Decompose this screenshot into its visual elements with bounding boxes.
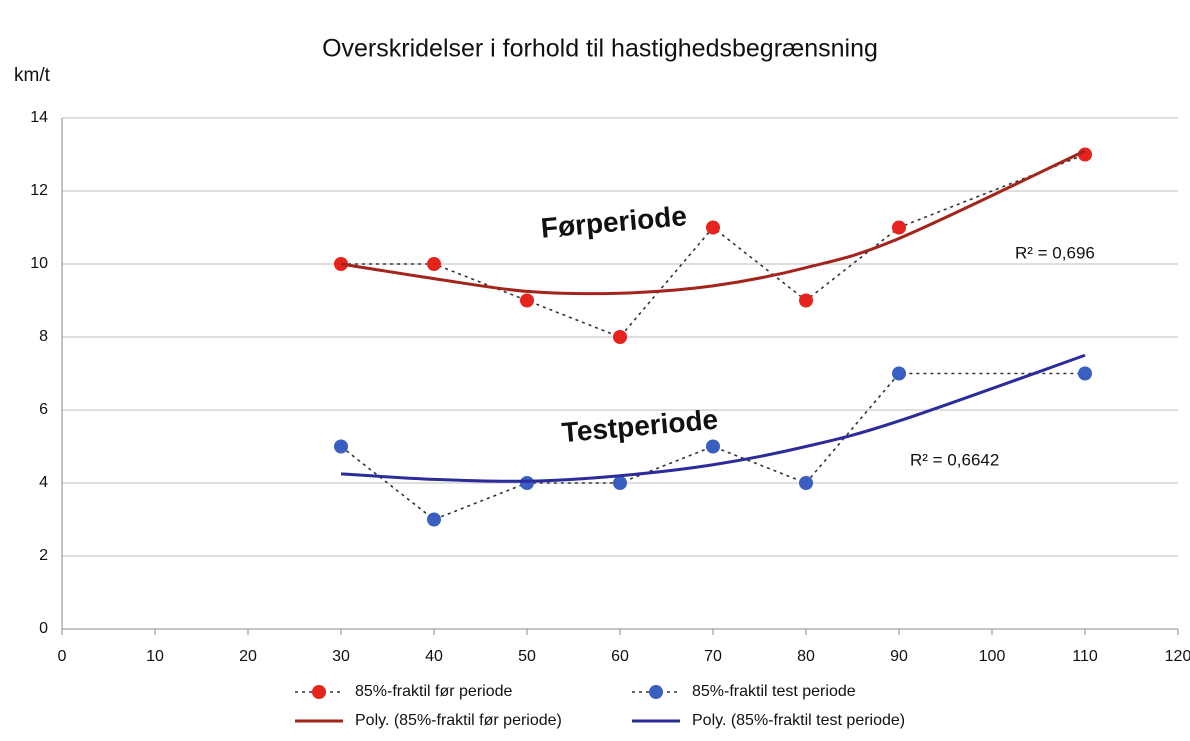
x-tick-label: 70 <box>704 648 722 665</box>
point <box>613 476 627 490</box>
x-tick-label: 0 <box>58 648 67 665</box>
y-tick-label: 2 <box>39 547 48 564</box>
point <box>706 220 720 235</box>
y-tick-label: 8 <box>39 328 48 345</box>
connector-line <box>341 153 1086 338</box>
y-tick-label: 10 <box>30 255 48 272</box>
x-tick-label: 50 <box>518 648 536 665</box>
legend-label: 85%-fraktil test periode <box>692 683 856 700</box>
x-tick-label: 30 <box>332 648 350 665</box>
point <box>613 330 627 344</box>
legend-marker <box>649 685 663 699</box>
trend-line <box>340 149 1086 296</box>
x-tick-label: 110 <box>1072 648 1098 665</box>
y-tick-label: 14 <box>30 109 48 126</box>
x-tick-label: 40 <box>425 648 443 665</box>
point <box>427 257 441 271</box>
x-tick-label: 60 <box>611 648 629 665</box>
y-tick-label: 6 <box>39 401 48 418</box>
legend-label: Poly. (85%-fraktil test periode) <box>692 712 905 729</box>
legend-label: Poly. (85%-fraktil før periode) <box>355 712 562 729</box>
point <box>1078 366 1092 381</box>
point <box>892 220 906 235</box>
legend-label: 85%-fraktil før periode <box>355 683 512 700</box>
x-tick-label: 10 <box>146 648 164 665</box>
y-tick-label: 4 <box>39 474 48 491</box>
y-tick-label: 12 <box>30 182 48 199</box>
y-axis-label: km/t <box>14 65 51 86</box>
chart-title: Overskridelser i forhold til hastighedsb… <box>322 35 878 63</box>
annotation: R² = 0,6642 <box>910 450 999 469</box>
point <box>706 439 720 454</box>
trend-line <box>340 353 1086 483</box>
x-tick-label: 80 <box>797 648 815 665</box>
annotation: R² = 0,696 <box>1015 243 1095 262</box>
point <box>799 293 813 308</box>
connector-line <box>340 372 1085 521</box>
x-tick-label: 90 <box>890 648 908 665</box>
x-tick-label: 120 <box>1165 648 1190 665</box>
y-tick-label: 0 <box>39 620 48 637</box>
legend-marker <box>312 685 326 699</box>
point <box>334 439 348 454</box>
x-tick-label: 20 <box>239 648 257 665</box>
point <box>520 476 534 490</box>
point <box>427 512 441 527</box>
point <box>799 476 813 490</box>
point <box>892 366 906 381</box>
x-tick-label: 100 <box>979 648 1006 665</box>
point <box>520 293 534 308</box>
